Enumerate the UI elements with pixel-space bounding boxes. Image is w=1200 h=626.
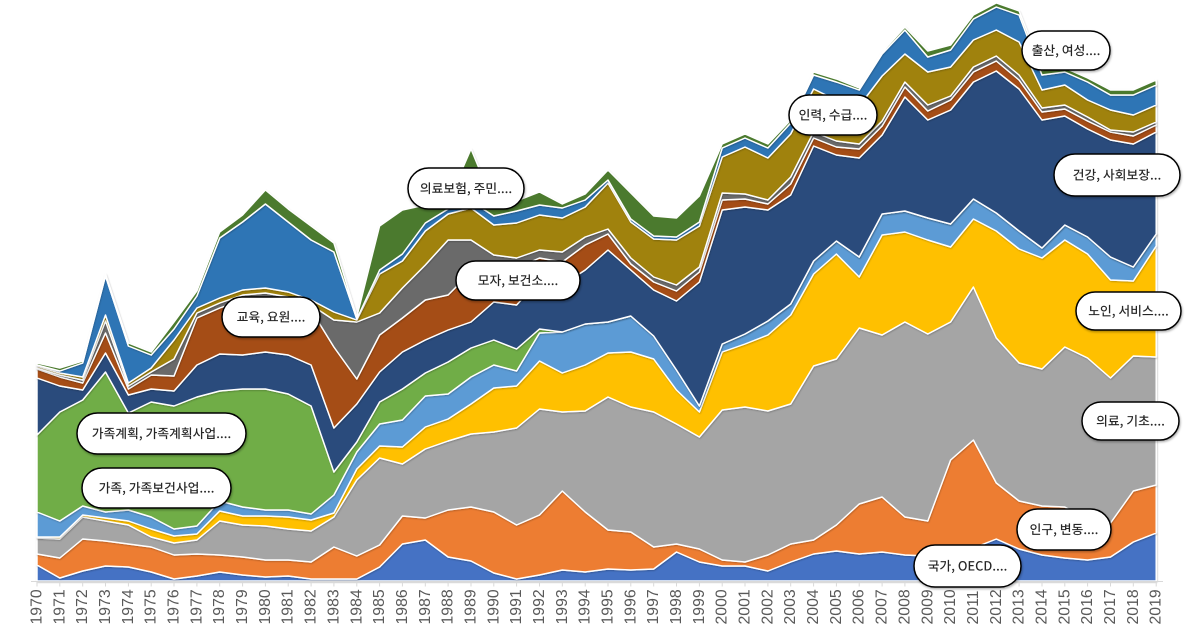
svg-text:1975: 1975 xyxy=(143,589,160,624)
svg-text:1981: 1981 xyxy=(280,589,297,624)
svg-text:2009: 2009 xyxy=(919,589,936,624)
svg-text:1997: 1997 xyxy=(645,589,662,624)
svg-text:1982: 1982 xyxy=(303,589,320,624)
svg-text:1998: 1998 xyxy=(668,589,685,624)
svg-text:1978: 1978 xyxy=(211,589,228,624)
svg-text:1989: 1989 xyxy=(463,589,480,624)
svg-text:1996: 1996 xyxy=(622,589,639,624)
svg-text:2003: 2003 xyxy=(782,589,799,624)
svg-text:2007: 2007 xyxy=(874,589,891,624)
svg-text:2011: 2011 xyxy=(965,590,982,624)
svg-text:1980: 1980 xyxy=(257,589,274,624)
svg-text:2006: 2006 xyxy=(851,589,868,624)
svg-text:1970: 1970 xyxy=(29,589,46,624)
svg-text:2002: 2002 xyxy=(759,589,776,624)
svg-text:2015: 2015 xyxy=(1056,589,1073,624)
svg-text:1999: 1999 xyxy=(691,589,708,624)
svg-text:2013: 2013 xyxy=(1011,589,1028,624)
svg-text:1977: 1977 xyxy=(188,589,205,624)
svg-text:1986: 1986 xyxy=(394,589,411,624)
svg-text:1992: 1992 xyxy=(531,589,548,624)
svg-text:1991: 1991 xyxy=(508,589,525,624)
svg-text:2000: 2000 xyxy=(714,589,731,624)
svg-text:2005: 2005 xyxy=(828,589,845,624)
svg-text:1990: 1990 xyxy=(485,589,502,624)
svg-text:2001: 2001 xyxy=(737,589,754,624)
svg-text:1988: 1988 xyxy=(440,589,457,624)
svg-text:2017: 2017 xyxy=(1102,589,1119,624)
svg-text:2004: 2004 xyxy=(805,589,822,624)
svg-text:1995: 1995 xyxy=(600,589,617,624)
svg-text:1976: 1976 xyxy=(166,589,183,624)
svg-text:2014: 2014 xyxy=(1034,589,1051,624)
svg-text:1987: 1987 xyxy=(417,589,434,624)
svg-text:1972: 1972 xyxy=(74,589,91,624)
svg-text:2012: 2012 xyxy=(988,589,1005,624)
svg-text:2016: 2016 xyxy=(1079,589,1096,624)
svg-text:1979: 1979 xyxy=(234,589,251,624)
svg-text:2018: 2018 xyxy=(1125,589,1142,624)
svg-text:1985: 1985 xyxy=(371,589,388,624)
svg-text:1984: 1984 xyxy=(348,589,365,624)
svg-text:1994: 1994 xyxy=(577,589,594,624)
svg-text:1971: 1971 xyxy=(51,589,68,624)
svg-text:2019: 2019 xyxy=(1148,589,1165,624)
svg-text:1973: 1973 xyxy=(97,589,114,624)
svg-text:2008: 2008 xyxy=(896,589,913,624)
svg-text:2010: 2010 xyxy=(942,589,959,624)
svg-text:1974: 1974 xyxy=(120,589,137,624)
svg-text:1993: 1993 xyxy=(554,589,571,624)
svg-text:1983: 1983 xyxy=(325,589,342,624)
